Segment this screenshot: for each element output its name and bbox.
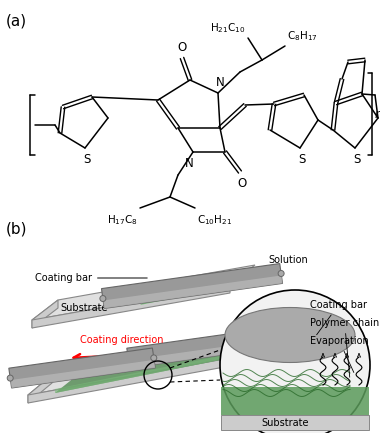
Text: (a): (a) — [6, 14, 27, 29]
Polygon shape — [221, 387, 369, 415]
Text: S: S — [83, 153, 91, 166]
Text: C$_{10}$H$_{21}$: C$_{10}$H$_{21}$ — [197, 213, 233, 227]
Text: Substrate: Substrate — [60, 303, 108, 313]
Polygon shape — [269, 335, 275, 341]
Polygon shape — [127, 328, 273, 368]
Text: H$_{17}$C$_8$: H$_{17}$C$_8$ — [107, 213, 138, 227]
Text: Coating bar: Coating bar — [35, 273, 147, 283]
Polygon shape — [28, 338, 255, 395]
Polygon shape — [11, 360, 155, 388]
Text: Substrate: Substrate — [261, 418, 309, 428]
Text: Coating bar: Coating bar — [310, 300, 367, 335]
Polygon shape — [32, 300, 58, 328]
Polygon shape — [101, 264, 282, 308]
Ellipse shape — [225, 307, 355, 362]
Polygon shape — [28, 358, 230, 403]
Text: S: S — [298, 153, 306, 166]
Text: S: S — [379, 90, 380, 103]
Polygon shape — [32, 265, 255, 320]
Polygon shape — [55, 339, 255, 393]
Text: O: O — [177, 41, 187, 54]
Text: N: N — [185, 157, 193, 170]
Polygon shape — [151, 355, 157, 361]
Text: H$_{21}$C$_{10}$: H$_{21}$C$_{10}$ — [211, 21, 246, 35]
Polygon shape — [103, 275, 282, 308]
Polygon shape — [55, 354, 230, 393]
Circle shape — [220, 290, 370, 433]
Polygon shape — [125, 355, 131, 361]
Polygon shape — [278, 271, 284, 276]
Polygon shape — [140, 267, 255, 305]
Polygon shape — [7, 375, 13, 381]
Text: Coating direction: Coating direction — [80, 335, 164, 345]
Text: Polymer chain: Polymer chain — [310, 318, 379, 377]
Text: N: N — [215, 76, 224, 89]
Text: S: S — [353, 153, 361, 166]
Text: (b): (b) — [6, 222, 27, 237]
Polygon shape — [221, 415, 369, 430]
Text: Solution: Solution — [223, 255, 308, 277]
Text: n: n — [375, 107, 380, 120]
Text: O: O — [238, 177, 247, 190]
Polygon shape — [128, 340, 273, 368]
Text: Evaporation: Evaporation — [310, 336, 369, 372]
Text: C$_8$H$_{17}$: C$_8$H$_{17}$ — [287, 29, 318, 43]
Polygon shape — [9, 348, 155, 388]
Polygon shape — [28, 375, 52, 403]
Polygon shape — [32, 285, 230, 328]
Polygon shape — [100, 296, 106, 301]
